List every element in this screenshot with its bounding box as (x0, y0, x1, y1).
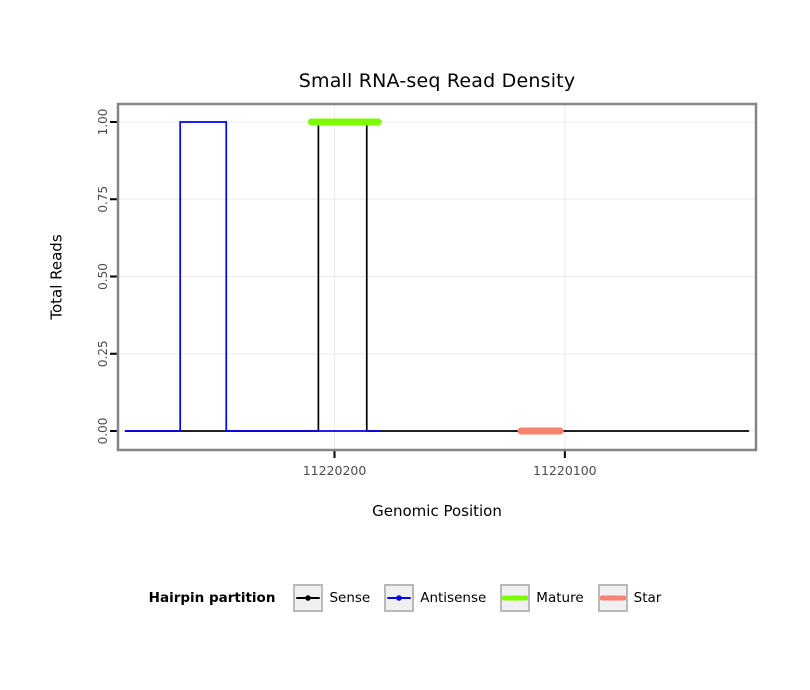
y-tick-label: 0.75 (96, 186, 110, 213)
y-tick-label: 0.25 (96, 340, 110, 367)
legend-glyph-icon (502, 595, 529, 601)
series-antisense (124, 121, 381, 432)
chart-title: Small RNA-seq Read Density (298, 70, 576, 92)
y-tick-label: 1.00 (96, 109, 110, 136)
panel-border (116, 102, 758, 452)
legend-items: Sense Antisense Mature Star (293, 584, 661, 612)
legend-title: Hairpin partition (148, 590, 276, 606)
legend-label-antisense: Antisense (420, 590, 487, 606)
legend-key-star-icon (597, 584, 628, 612)
legend-glyph-icon (387, 595, 412, 601)
legend-key-sense-icon (293, 584, 324, 612)
y-tick-label: 0.00 (96, 418, 110, 445)
legend-label-star: Star (633, 590, 662, 606)
legend-glyph-icon (599, 595, 626, 601)
legend-label-mature: Mature (536, 590, 584, 606)
legend-item-sense: Sense (293, 584, 370, 612)
y-tick-label: 0.50 (96, 263, 110, 290)
x-tick-label: 11220100 (533, 463, 597, 478)
legend: Hairpin partition Sense Antisense Mature St… (0, 582, 810, 614)
x-axis-title: Genomic Position (372, 502, 502, 520)
legend-item-mature: Mature (500, 584, 584, 612)
x-tick-label: 11220200 (303, 463, 367, 478)
legend-label-sense: Sense (329, 590, 371, 606)
legend-item-antisense: Antisense (384, 584, 486, 612)
legend-key-mature-icon (500, 584, 531, 612)
legend-glyph-icon (296, 595, 321, 601)
legend-key-antisense-icon (384, 584, 415, 612)
legend-item-star: Star (597, 584, 662, 612)
